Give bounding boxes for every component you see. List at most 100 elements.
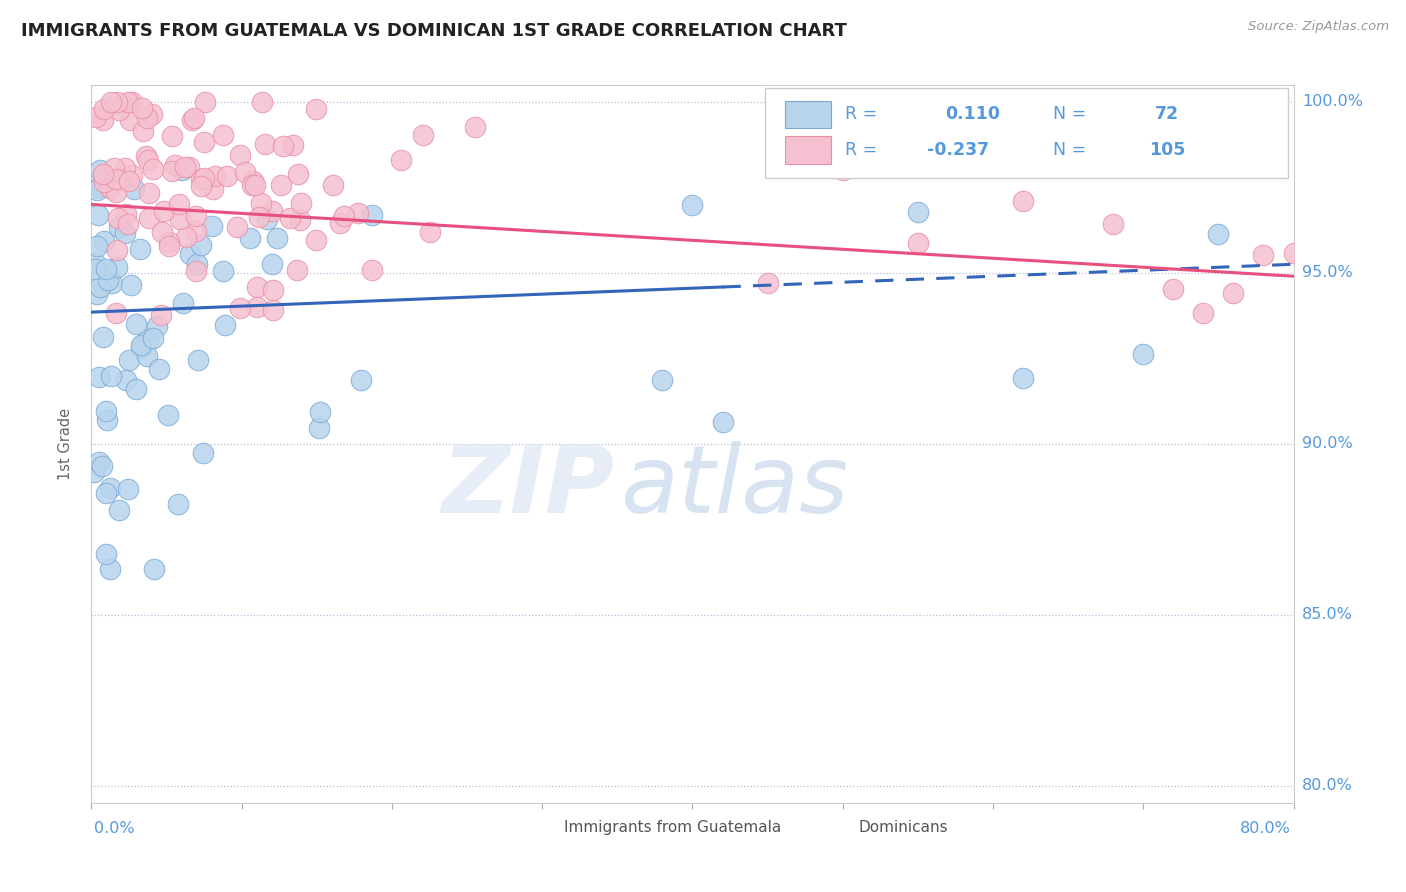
Point (239, 231, 262, 245)
Point (135, 111, 157, 125)
Point (86, 287, 108, 301)
Point (128, 243, 150, 257)
Point (1012, 194, 1035, 208)
Point (107, 95, 129, 109)
Point (187, 353, 209, 368)
Point (349, 373, 371, 387)
Point (129, 338, 152, 352)
Point (194, 95, 217, 109)
Point (107, 244, 129, 258)
Point (1222, 285, 1244, 300)
Point (160, 164, 183, 178)
Point (105, 260, 128, 274)
Point (179, 247, 201, 261)
Point (117, 95, 139, 109)
Point (907, 236, 929, 251)
Point (266, 230, 288, 244)
Point (167, 197, 190, 211)
Point (107, 211, 129, 225)
Point (419, 225, 441, 239)
Point (242, 174, 264, 188)
Point (98, 561, 121, 575)
Point (108, 172, 131, 186)
Point (172, 163, 194, 178)
Text: 95.0%: 95.0% (1302, 265, 1353, 280)
Point (93, 329, 115, 343)
Point (118, 353, 141, 368)
Point (93, 102, 115, 116)
Point (333, 209, 356, 223)
Point (249, 196, 271, 211)
Point (93, 112, 115, 127)
Point (100, 276, 122, 290)
Point (89, 370, 111, 384)
Point (117, 217, 139, 231)
Point (193, 135, 215, 149)
Point (138, 186, 160, 200)
Point (280, 211, 302, 225)
Point (271, 139, 294, 153)
Point (681, 197, 703, 211)
Text: ZIP: ZIP (441, 441, 614, 533)
Point (107, 103, 129, 117)
Point (253, 136, 276, 151)
Point (104, 306, 127, 320)
Point (98, 181, 121, 195)
Point (84, 110, 107, 124)
Point (201, 182, 224, 196)
Point (464, 120, 486, 134)
Point (97, 273, 120, 287)
Point (262, 284, 284, 298)
Text: 100.0%: 100.0% (1302, 95, 1362, 110)
Point (262, 303, 284, 318)
Bar (785, 136, 831, 164)
Text: IMMIGRANTS FROM GUATEMALA VS DOMINICAN 1ST GRADE CORRELATION CHART: IMMIGRANTS FROM GUATEMALA VS DOMINICAN 1… (21, 22, 846, 40)
Text: R =: R = (845, 105, 877, 123)
Point (184, 224, 207, 238)
Point (84, 261, 107, 276)
Point (190, 178, 212, 193)
Point (907, 204, 929, 219)
Point (214, 318, 236, 332)
Point (131, 101, 153, 115)
Point (153, 203, 176, 218)
Point (91, 458, 114, 473)
Point (86, 182, 108, 196)
Point (240, 178, 263, 192)
Point (270, 178, 292, 192)
Point (121, 168, 143, 182)
Point (120, 277, 142, 292)
Point (136, 349, 159, 363)
Point (246, 280, 269, 294)
Text: Immigrants from Guatemala: Immigrants from Guatemala (564, 821, 782, 836)
Point (249, 210, 271, 224)
Text: 0.110: 0.110 (945, 105, 1000, 123)
Point (260, 203, 283, 218)
Point (87, 180, 110, 194)
Point (96, 261, 118, 276)
Point (160, 129, 183, 144)
Point (1161, 281, 1184, 295)
Point (389, 153, 412, 168)
Point (1253, 248, 1275, 262)
Point (136, 332, 159, 346)
Point (141, 331, 163, 345)
Text: atlas: atlas (620, 442, 849, 533)
Point (114, 227, 136, 241)
Point (201, 219, 224, 233)
Point (91, 167, 114, 181)
Point (89, 280, 111, 294)
Point (96, 404, 118, 418)
Point (212, 128, 235, 142)
Text: Source: ZipAtlas.com: Source: ZipAtlas.com (1249, 20, 1389, 33)
Point (191, 446, 214, 460)
Point (186, 209, 208, 223)
Point (150, 308, 173, 322)
Point (305, 102, 328, 116)
Point (150, 225, 173, 239)
Point (190, 172, 212, 186)
Point (360, 208, 382, 222)
Point (177, 160, 200, 174)
Point (285, 263, 308, 277)
Text: 105: 105 (1149, 141, 1185, 159)
